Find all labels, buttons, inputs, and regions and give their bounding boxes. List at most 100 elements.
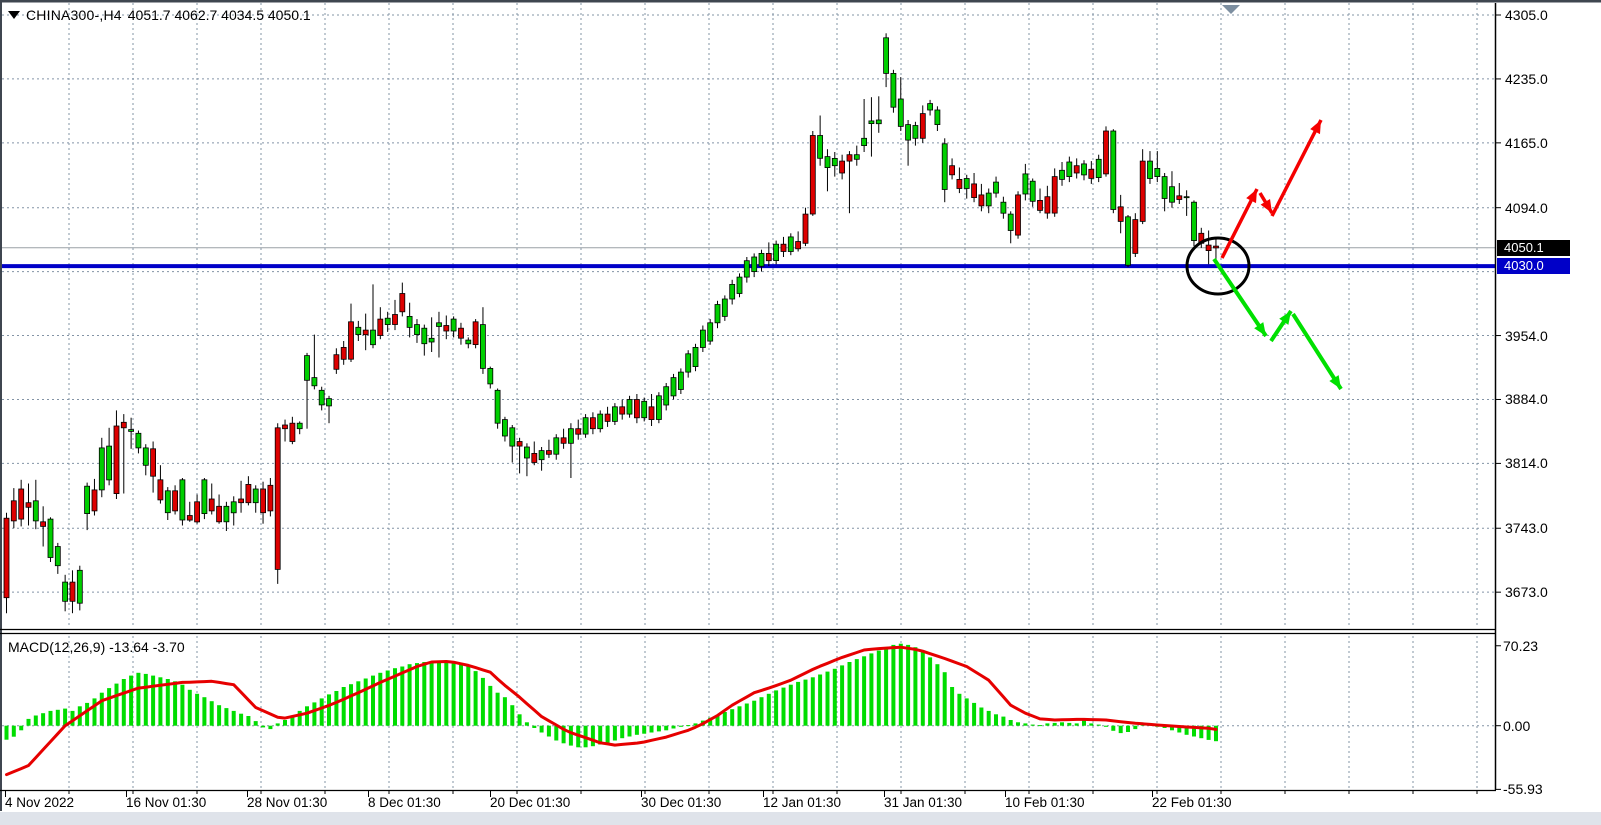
macd-bar	[737, 706, 742, 726]
candle-body	[458, 327, 464, 339]
time-axis-label: 28 Nov 01:30	[247, 795, 328, 810]
macd-bar	[1074, 723, 1079, 726]
macd-bar	[561, 725, 566, 744]
macd-bar	[253, 721, 258, 726]
macd-bar	[730, 709, 735, 726]
annotation-circle[interactable]	[1185, 236, 1251, 296]
candle-body	[560, 437, 567, 444]
macd-bar	[620, 725, 625, 739]
candle-body	[1095, 158, 1102, 179]
candle-body	[1154, 167, 1161, 177]
macd-bar	[459, 663, 463, 726]
candle-body	[370, 329, 376, 346]
macd-bar	[598, 725, 603, 745]
candle-body	[575, 428, 582, 435]
candle-body	[897, 98, 904, 127]
price-axis-label: 3884.0	[1505, 391, 1548, 408]
candle-body	[304, 355, 310, 381]
candle-body	[1037, 199, 1043, 211]
macd-bar	[437, 660, 441, 726]
bearish-scenario-arrow[interactable]	[1212, 257, 1268, 338]
macd-bar	[158, 677, 163, 726]
macd-bar	[1060, 722, 1064, 726]
macd-bar	[656, 725, 661, 732]
candle-body	[692, 346, 699, 367]
candle-body	[1103, 130, 1109, 175]
candle-body	[817, 135, 823, 159]
symbol-dropdown-icon[interactable]	[8, 11, 20, 19]
candle-body	[465, 339, 472, 345]
macd-histogram	[4, 643, 1218, 748]
candle-body	[626, 399, 633, 415]
candle-body	[311, 377, 318, 387]
candle-body	[1073, 165, 1080, 174]
macd-bar	[1023, 723, 1028, 726]
macd-bar	[678, 725, 683, 727]
macd-bar	[986, 710, 991, 726]
bearish-scenario-arrow-head	[1329, 375, 1341, 389]
macd-bar	[590, 725, 595, 747]
candle-body	[890, 73, 897, 108]
macd-bar	[810, 677, 815, 726]
macd-bar	[107, 688, 112, 726]
macd-bar	[92, 698, 97, 726]
price-axis-label: 4235.0	[1505, 70, 1548, 87]
candle-body	[824, 156, 831, 169]
candle-body	[1029, 180, 1036, 202]
candle-body	[260, 488, 267, 514]
candle-body	[186, 515, 193, 521]
candle-body	[252, 488, 259, 504]
candle-body	[1088, 168, 1095, 179]
candle-body	[1022, 173, 1029, 195]
candle-body	[1044, 196, 1051, 214]
macd-bar	[1170, 725, 1174, 731]
macd-bar	[312, 702, 317, 726]
macd-bar	[495, 692, 500, 726]
candle-body	[223, 505, 230, 523]
macd-bar	[356, 681, 361, 726]
macd-bar	[33, 715, 38, 726]
macd-bar	[950, 687, 955, 726]
macd-bar	[554, 725, 559, 741]
candle-body	[590, 417, 596, 430]
macd-bar	[26, 718, 31, 726]
candle-body	[443, 325, 450, 332]
macd-bar	[48, 710, 53, 726]
macd-bar	[261, 725, 266, 728]
candle-body	[69, 581, 76, 602]
macd-indicator-label: MACD(12,26,9) -13.64 -3.70	[8, 639, 185, 655]
candle-body	[985, 192, 992, 207]
candle-body	[971, 183, 977, 198]
macd-bar	[473, 671, 478, 726]
bullish-scenario-arrow[interactable]	[1270, 119, 1323, 217]
candle-body	[1191, 201, 1197, 241]
macd-bar	[239, 713, 244, 726]
candle-body	[927, 103, 933, 111]
candle-body	[648, 406, 655, 420]
macd-bar	[363, 678, 368, 726]
time-axis-label: 12 Jan 01:30	[763, 795, 842, 810]
symbol-title: CHINA300-,H4 4051.7 4062.7 4034.5 4050.1	[8, 7, 311, 23]
price-axis-label: 3954.0	[1505, 327, 1548, 344]
macd-bar	[136, 672, 141, 726]
macd-bar	[994, 714, 998, 726]
candle-body	[216, 505, 223, 523]
candle-body	[919, 113, 926, 139]
macd-axis-label: 0.00	[1503, 717, 1531, 734]
macd-bar	[378, 672, 383, 726]
candle-body	[509, 427, 516, 447]
candle-body	[399, 293, 406, 313]
candle-body	[553, 437, 560, 455]
candle-body	[238, 498, 245, 504]
bearish-scenario-arrow[interactable]	[1291, 312, 1343, 391]
macd-bar	[1030, 724, 1035, 726]
candle-body	[1132, 219, 1139, 254]
candle-body	[524, 446, 530, 459]
macd-bar	[129, 675, 134, 726]
bullish-scenario-arrow-head	[1310, 120, 1321, 135]
candle-body	[729, 283, 736, 300]
macd-bar	[972, 702, 977, 726]
macd-bar	[1038, 725, 1042, 727]
candles	[3, 33, 1219, 614]
